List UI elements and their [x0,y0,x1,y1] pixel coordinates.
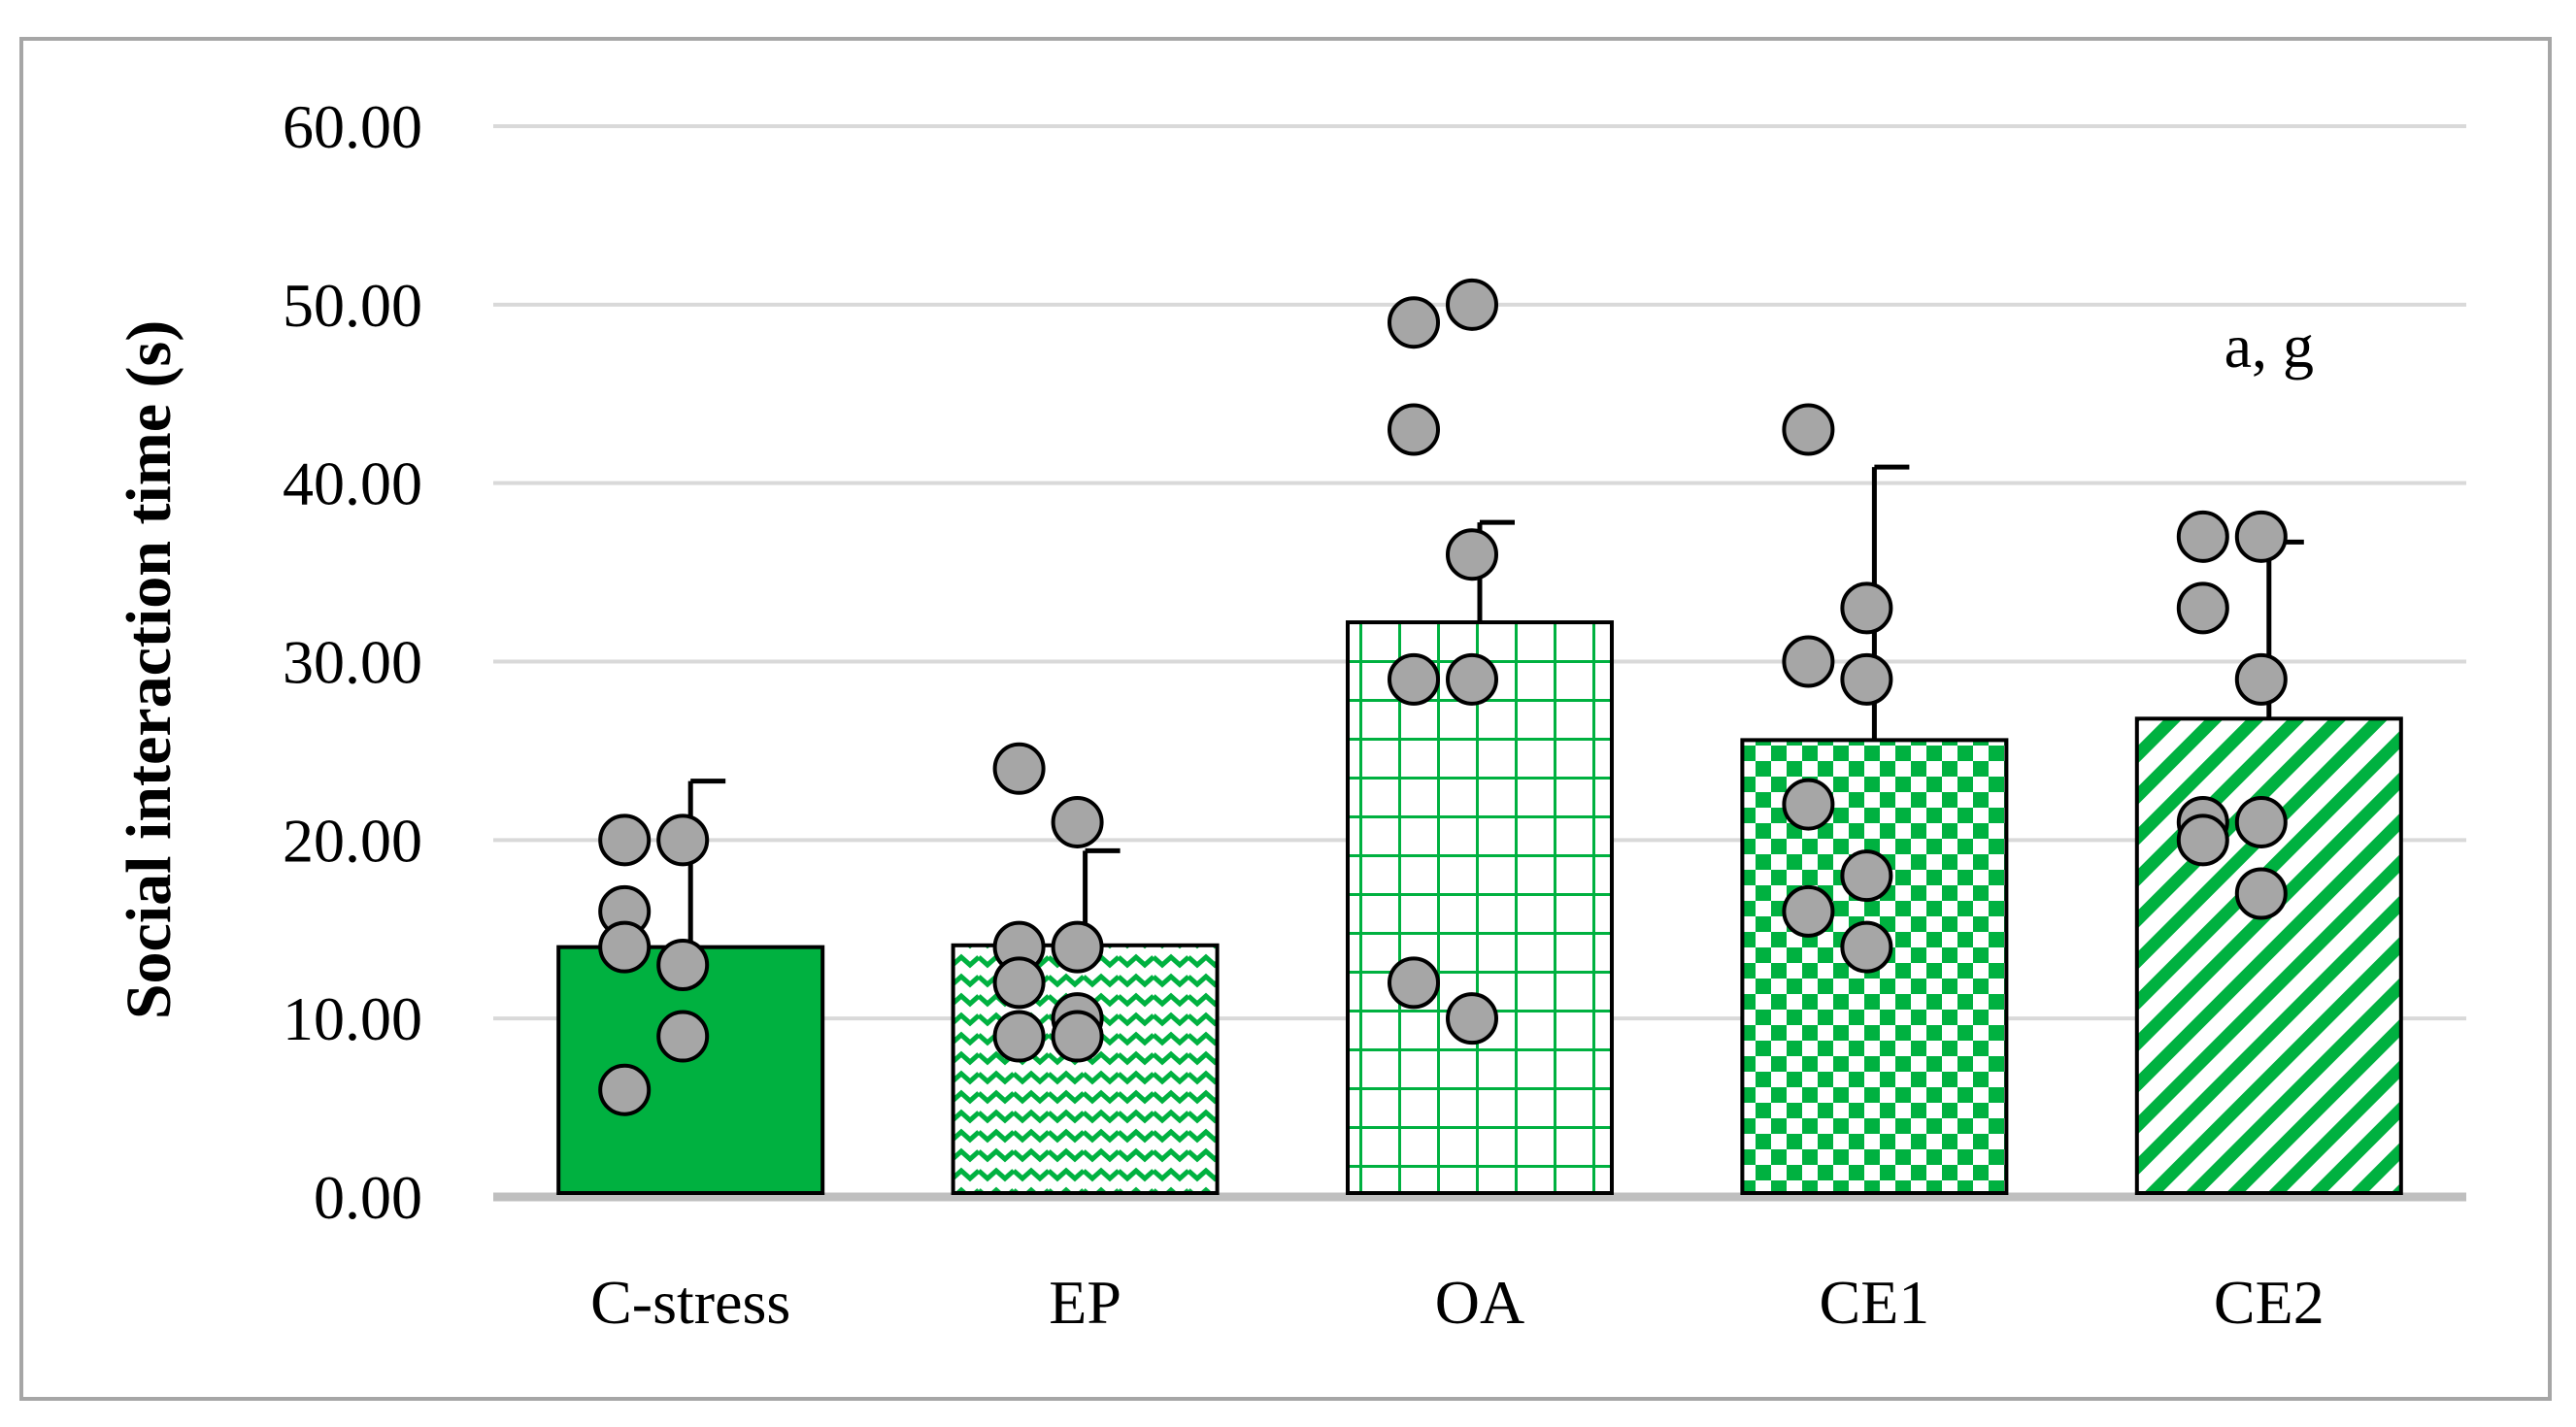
data-point [1782,635,1835,688]
data-point [1782,778,1835,831]
data-point [1782,403,1835,456]
category-label: C-stress [590,1268,790,1337]
data-point [1388,652,1440,706]
data-point [1840,920,1893,974]
y-tick-label: 60.00 [283,92,422,161]
data-point [1782,884,1835,938]
data-point [2176,510,2229,563]
data-point [598,920,652,974]
data-point [2234,795,2288,848]
data-point [656,1010,710,1063]
bar [2134,716,2403,1195]
data-point [1446,528,1498,581]
y-tick-label: 30.00 [283,628,422,697]
bars [556,620,2403,1196]
data-point [1051,920,1104,974]
y-tick-labels: 0.00 10.00 20.00 30.00 40.00 50.00 60.00 [283,92,422,1232]
category-label: CE2 [2214,1268,2325,1337]
category-label: CE1 [1820,1268,1930,1337]
y-tick-label: 20.00 [283,806,422,875]
data-point [992,742,1046,795]
data-point [1446,652,1498,706]
data-point [656,939,710,992]
data-point [2234,510,2288,563]
category-label: OA [1435,1268,1524,1337]
data-point [1051,1010,1104,1063]
data-point [1840,652,1893,706]
y-axis-title: Social interaction time (s) [114,320,184,1019]
data-point [1388,296,1440,349]
data-point [992,1010,1046,1063]
data-point [1446,278,1498,331]
data-points [598,278,2288,1116]
y-tick-label: 50.00 [283,271,422,340]
category-label: EP [1049,1268,1121,1337]
data-point [1840,581,1893,635]
data-point [2176,581,2229,635]
data-point [1446,992,1498,1045]
data-point [992,956,1046,1010]
y-tick-label: 10.00 [283,984,422,1053]
data-point [2234,652,2288,706]
chart-frame [19,37,2552,1401]
data-point [1388,956,1440,1010]
bar [1346,620,1614,1195]
y-tick-label: 0.00 [314,1163,422,1232]
data-point [1051,795,1104,848]
bar [951,943,1220,1195]
y-tick-label: 40.00 [283,449,422,518]
data-point [598,1063,652,1116]
category-labels: C-stress EP OA CE1 CE2 [590,1268,2325,1337]
data-point [598,813,652,867]
data-point [656,813,710,867]
data-point [1840,849,1893,903]
data-point [1388,403,1440,456]
data-point [2234,867,2288,920]
annotations: a, g [2225,312,2314,381]
significance-annotation: a, g [2225,312,2314,381]
data-point [2176,813,2229,867]
